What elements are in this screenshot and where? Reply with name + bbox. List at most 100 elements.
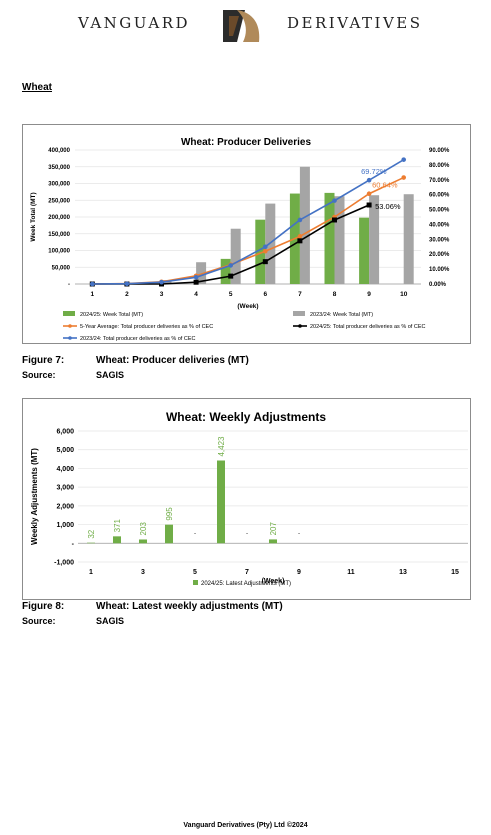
- x-tick-label: 3: [160, 291, 164, 298]
- data-label: 995: [165, 507, 174, 521]
- page-header: VANGUARD DERIVATIVES: [0, 0, 491, 50]
- data-point: [297, 238, 303, 244]
- x-tick-label: 7: [245, 569, 249, 576]
- y-tick-label: 300,000: [48, 182, 70, 188]
- y-axis-label: Week Total (MT): [30, 192, 37, 241]
- y-tick-label: 250,000: [48, 198, 70, 204]
- producer-deliveries-chart: Wheat: Producer Deliveries - 50,000 100,000…: [22, 124, 471, 344]
- y2-tick-label: 20.00%: [429, 252, 450, 258]
- x-tick-label: 1: [90, 291, 94, 298]
- y2-tick-label: 60.00%: [429, 193, 450, 199]
- bar: [334, 196, 345, 284]
- bar: [403, 194, 414, 284]
- y2-tick-label: 70.00%: [429, 178, 450, 184]
- data-point: [193, 275, 199, 280]
- x-tick-label: 2: [125, 291, 129, 298]
- weekly-adjustments-chart: Wheat: Weekly Adjustments -1,000-1,000 2,0…: [22, 398, 471, 600]
- x-tick-label: 1: [89, 569, 93, 576]
- data-label: 203: [139, 522, 148, 536]
- bar: [165, 524, 173, 544]
- y-axis-label: Weekly Adjustments (MT): [30, 448, 39, 545]
- x-tick-label: 11: [347, 569, 355, 576]
- legend-swatch: [293, 311, 305, 316]
- y-tick-label: 150,000: [48, 232, 70, 238]
- bar: [217, 460, 225, 544]
- x-axis-label: (Week): [262, 578, 285, 585]
- data-point: [401, 157, 407, 162]
- data-point: [124, 281, 130, 287]
- data-point: [366, 177, 372, 183]
- x-tick-label: 9: [297, 569, 301, 576]
- legend-swatch: [193, 580, 198, 585]
- bar: [299, 166, 310, 284]
- y-tick-label: 400,000: [48, 148, 70, 154]
- y-tick-label: 6,000: [56, 429, 74, 436]
- bar: [255, 219, 266, 284]
- y2-tick-label: 80.00%: [429, 163, 450, 169]
- legend-marker: [68, 324, 72, 328]
- bar: [87, 542, 95, 544]
- legend-label: 2023/24: Total producer deliveries as % …: [80, 336, 195, 342]
- x-tick-label: 9: [367, 291, 371, 298]
- data-point: [297, 217, 303, 223]
- y-tick-label: 3,000: [56, 485, 74, 492]
- y-tick-label: 4,000: [56, 466, 74, 473]
- annotation-2024-25: 53.06%: [375, 202, 401, 211]
- bar: [269, 539, 277, 544]
- data-label: -: [194, 530, 197, 537]
- y2-tick-label: 10.00%: [429, 267, 450, 273]
- legend-label: 5-Year Average: Total producer deliverie…: [80, 324, 213, 330]
- y2-tick-label: 0.00%: [429, 282, 447, 288]
- data-label: -: [246, 530, 249, 537]
- brand-name-left: VANGUARD: [78, 14, 191, 32]
- y-tick-label: 50,000: [52, 265, 71, 271]
- x-tick-label: 13: [399, 569, 407, 576]
- data-label: 207: [269, 522, 278, 536]
- x-tick-label: 4: [194, 291, 198, 298]
- data-label: 4,423: [217, 436, 226, 457]
- bar: [324, 192, 335, 284]
- figure7-source-label: Source:: [22, 370, 56, 380]
- data-point: [262, 259, 268, 265]
- y-tick-label: 350,000: [48, 165, 70, 171]
- legend-label: 2023/24: Week Total (MT): [310, 312, 373, 318]
- bar: [196, 262, 207, 284]
- y2-tick-label: 90.00%: [429, 148, 450, 154]
- figure8-label: Figure 8:: [22, 601, 65, 612]
- data-point: [90, 281, 95, 287]
- bar: [139, 539, 147, 544]
- data-point: [228, 273, 234, 279]
- data-point: [332, 198, 337, 203]
- y-tick-label: 100,000: [48, 249, 70, 255]
- data-point: [228, 263, 233, 268]
- x-tick-label: 10: [400, 291, 408, 298]
- y-tick-label: 1,000: [56, 522, 74, 529]
- x-tick-label: 8: [333, 291, 337, 298]
- page-footer: Vanguard Derivatives (Pty) Ltd ©2024: [183, 822, 308, 829]
- legend-label: 2024/25: Total producer deliveries as % …: [310, 324, 425, 330]
- y-tick-label: -1,000: [54, 560, 74, 567]
- data-point: [332, 217, 337, 223]
- data-point: [159, 279, 164, 285]
- data-point: [401, 175, 407, 180]
- bar: [220, 258, 231, 284]
- data-label: 371: [113, 518, 122, 532]
- x-tick-label: 7: [298, 291, 302, 298]
- section-title: Wheat: [22, 82, 52, 93]
- y-tick-label: 2,000: [56, 503, 74, 510]
- annotation-5yr-average: 60.64%: [372, 181, 398, 190]
- data-point: [366, 202, 372, 208]
- legend-marker: [298, 324, 302, 328]
- data-point: [193, 279, 199, 285]
- bar: [230, 228, 241, 284]
- y-tick-label: -: [68, 282, 70, 288]
- chart-title: Wheat: Weekly Adjustments: [166, 410, 326, 424]
- legend-label: 2024/25: Latest Adjustments (MT): [201, 581, 291, 587]
- data-label: -: [298, 530, 301, 537]
- series-line: [92, 158, 405, 285]
- y2-tick-label: 50.00%: [429, 208, 450, 214]
- y-tick-label: -: [72, 541, 75, 548]
- legend-swatch: [63, 311, 75, 316]
- brand-name-right: DERIVATIVES: [287, 14, 423, 32]
- y-tick-label: 200,000: [48, 215, 70, 221]
